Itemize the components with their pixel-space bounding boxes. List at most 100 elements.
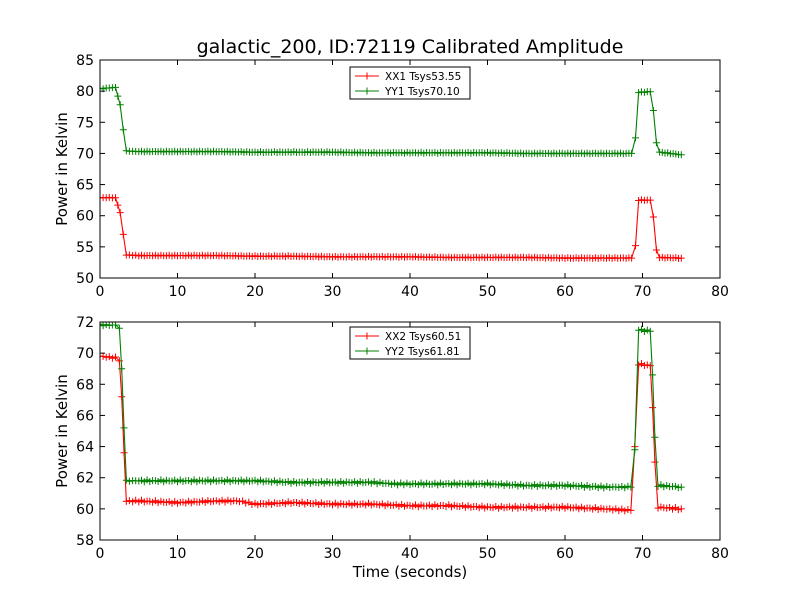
data-point-marker [609,506,617,514]
data-point-marker [119,126,127,134]
legend: XX1 Tsys53.55 YY1 Tsys70.10 [349,66,471,100]
data-point-marker [236,498,243,506]
y-tick-label: 80 [76,84,94,100]
data-point-marker [621,507,629,515]
data-point-marker [116,101,124,109]
y-tick-label: 70 [76,346,94,362]
data-point-marker [603,482,611,490]
x-axis-label: Time (seconds) [352,563,468,581]
x-tick-label: 60 [556,546,574,562]
data-point-marker [112,322,119,329]
data-point-marker [643,361,651,369]
data-point-marker [643,326,651,334]
y-tick-label: 85 [76,53,94,69]
data-point-marker [122,476,130,484]
data-point-marker [105,353,113,361]
data-point-marker [649,213,657,221]
data-point-marker [628,254,636,262]
data-point-marker [376,478,384,486]
data-point-marker [663,504,671,512]
data-point-marker [100,352,107,360]
y-tick-label: 62 [76,471,94,487]
legend: XX2 Tsys60.51 YY2 Tsys61.81 [349,326,471,360]
y-tick-label: 60 [76,209,94,225]
data-point-marker [627,483,635,491]
legend-marker [363,72,371,80]
data-point-marker [640,362,648,369]
series-markers [100,352,685,515]
data-point-marker [624,506,632,513]
data-point-marker [391,479,398,487]
data-point-marker [651,458,659,466]
y-tick-label: 58 [76,533,94,549]
y-tick-label: 50 [76,271,94,287]
data-point-marker [624,482,632,490]
data-point-marker [108,354,116,362]
x-tick-label: 0 [96,546,105,562]
data-point-marker [120,424,128,432]
y-tick-label: 72 [76,315,94,331]
x-tick-label: 60 [556,284,574,300]
x-tick-label: 50 [479,546,497,562]
data-point-marker [248,501,256,508]
y-tick-label: 60 [76,502,94,518]
data-point-marker [606,505,614,513]
data-point-marker [100,322,107,330]
data-point-marker [649,107,657,114]
series-markers [100,193,685,262]
data-point-marker [657,503,665,511]
data-point-marker [677,483,685,491]
y-tick-label: 55 [76,240,94,256]
data-point-marker [646,196,654,204]
x-tick-label: 0 [96,284,105,300]
data-point-marker [652,246,660,254]
legend-label: YY1 Tsys70.10 [384,86,460,98]
legend-marker [363,332,371,340]
data-point-marker [242,499,250,507]
data-point-marker [397,479,405,487]
data-point-marker [640,328,648,335]
data-point-marker [651,433,659,441]
x-tick-label: 30 [324,284,342,300]
figure-title: galactic_200, ID:72119 Calibrated Amplit… [197,36,624,58]
x-tick-label: 70 [634,284,652,300]
x-tick-label: 40 [401,546,419,562]
data-point-marker [129,498,137,506]
data-point-marker [102,353,110,361]
data-point-marker [646,327,654,335]
data-point-marker [116,209,124,217]
data-point-marker [627,506,635,514]
x-tick-label: 80 [711,284,729,300]
legend-box [349,326,471,360]
data-point-marker [400,481,408,489]
x-tick-label: 40 [401,284,419,300]
data-point-marker [646,362,654,370]
x-tick-label: 80 [711,546,729,562]
series-markers [100,83,685,159]
data-point-marker [600,484,608,492]
data-point-marker [674,506,682,514]
data-point-marker [663,482,671,489]
data-point-marker [114,92,122,100]
y-tick-label: 65 [76,178,94,194]
y-axis-label: Power in Kelvin [53,112,71,226]
series-group [100,322,685,515]
x-tick-label: 10 [169,546,187,562]
data-point-marker [646,88,654,96]
data-point-marker [120,449,128,457]
data-point-marker [677,151,685,159]
x-tick-label: 10 [169,284,187,300]
data-point-marker [388,480,396,488]
data-point-marker [119,230,127,238]
legend-label: XX1 Tsys53.55 [385,71,461,83]
data-point-marker [115,324,123,332]
data-point-marker [632,242,639,250]
data-point-marker [632,134,639,142]
ticks [99,59,721,279]
data-point-marker [125,477,133,485]
x-tick-label: 70 [634,546,652,562]
data-point-marker [649,371,657,379]
data-point-marker [677,254,685,262]
data-point-marker [652,139,660,147]
